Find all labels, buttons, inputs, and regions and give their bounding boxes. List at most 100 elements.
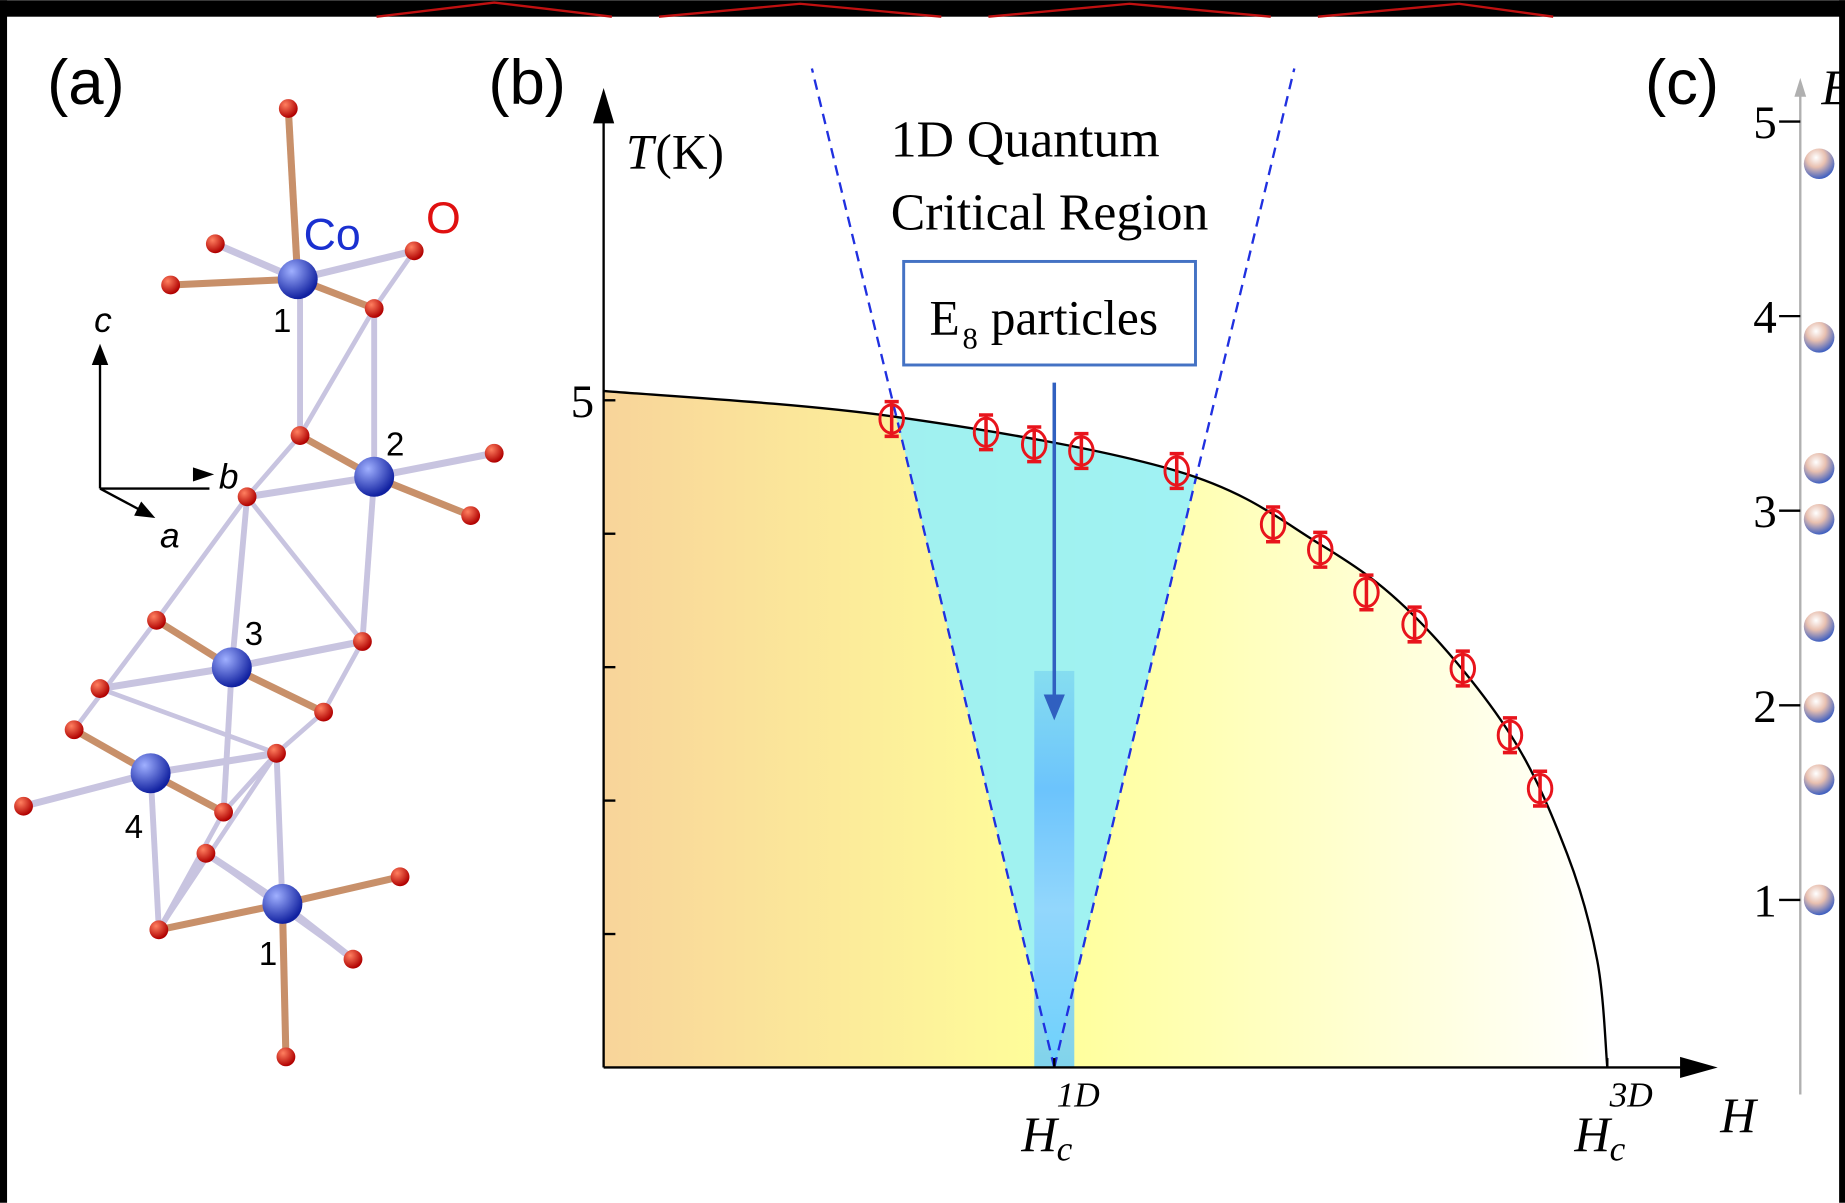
co-o-bond xyxy=(170,275,298,289)
y-axis-arrow xyxy=(1794,77,1807,97)
oxygen-atom xyxy=(214,802,233,822)
data-point xyxy=(1496,719,1524,751)
oxygen-atom xyxy=(390,867,410,887)
y-tick-label: 2 xyxy=(1753,681,1777,733)
oxygen-atom xyxy=(14,796,33,816)
site-label: 3 xyxy=(245,615,263,652)
error-bar xyxy=(1455,649,1470,688)
y-tick-label: 5 xyxy=(1753,97,1777,149)
co-o-bond xyxy=(22,769,152,810)
data-point xyxy=(1307,534,1334,566)
framework-bond xyxy=(321,640,365,714)
box-label: particles xyxy=(991,290,1158,345)
error-bar xyxy=(1027,425,1042,464)
oxygen-atom xyxy=(90,679,110,698)
error-bar xyxy=(884,399,899,439)
x-tick-label: H xyxy=(1020,1107,1059,1162)
panel-c: E12345 xyxy=(1753,60,1845,1095)
site-label: 4 xyxy=(125,808,143,845)
energy-level xyxy=(1803,148,1835,180)
data-point xyxy=(878,403,905,435)
framework-bond xyxy=(221,751,279,814)
crossover-line xyxy=(1053,68,1296,1068)
axis-label: b xyxy=(219,458,239,497)
x-tick-label: 1D xyxy=(1057,1075,1100,1114)
framework-bond xyxy=(156,810,226,931)
cobalt-atom xyxy=(211,647,252,688)
framework-bond xyxy=(154,495,249,622)
error-bar xyxy=(1169,451,1184,491)
x-tick-label: H xyxy=(1573,1107,1612,1162)
data-point xyxy=(1449,652,1477,685)
oxygen-atom xyxy=(461,506,481,526)
co-o-bond xyxy=(281,873,401,908)
co-o-bond xyxy=(373,449,495,481)
framework-bond xyxy=(273,753,286,905)
co-o-bond xyxy=(284,108,302,280)
site-label: 1 xyxy=(259,935,277,972)
error-bar xyxy=(1359,573,1374,612)
x-tick-label: 3D xyxy=(1609,1075,1653,1114)
co-o-bond xyxy=(150,749,278,777)
energy-level xyxy=(1803,692,1835,723)
data-point xyxy=(1353,576,1380,609)
oxygen-atom xyxy=(364,299,384,318)
cobalt-atom xyxy=(262,883,303,924)
data-point xyxy=(1068,435,1095,467)
framework-bond xyxy=(156,751,279,932)
panel-a: Co O 1 2 3 4 1 c ba xyxy=(14,99,504,1067)
oxygen-atom xyxy=(404,241,424,261)
oxygen-atom xyxy=(196,843,216,863)
panel-label: (a) xyxy=(47,47,125,118)
oxygen-atom xyxy=(343,949,363,969)
spectrum-stripe xyxy=(1034,670,1075,1068)
panel-label: (c) xyxy=(1645,47,1719,118)
oxygen-atom xyxy=(64,720,84,740)
oxygen-atom xyxy=(484,443,504,463)
axis-arrowhead xyxy=(134,501,156,518)
oxygen-atom xyxy=(161,275,181,295)
x-tick-label: c xyxy=(1057,1129,1073,1168)
data-point xyxy=(1526,772,1554,805)
y-axis-label: T xyxy=(626,124,657,179)
y-axis-arrow xyxy=(593,88,615,124)
arrowhead xyxy=(1043,694,1065,721)
framework-bond xyxy=(359,476,378,642)
y-tick-label: 1 xyxy=(1753,875,1777,927)
error-bar xyxy=(1502,716,1518,755)
framework-bond xyxy=(245,495,365,643)
framework-bond xyxy=(99,686,278,756)
data-point xyxy=(1163,455,1190,487)
y-axis-unit: (K) xyxy=(655,124,724,179)
error-bar xyxy=(1074,431,1089,471)
oxygen-atom xyxy=(237,487,257,507)
atom-label: O xyxy=(426,194,461,243)
framework-bond xyxy=(147,773,162,930)
oxygen-atom xyxy=(149,920,169,940)
cobalt-atom xyxy=(130,753,171,794)
frame xyxy=(0,0,1845,17)
energy-level xyxy=(1803,764,1835,795)
framework-bond xyxy=(274,710,326,756)
annotation: Critical Region xyxy=(891,185,1209,242)
data-point xyxy=(1401,608,1428,641)
box-label: 8 xyxy=(963,322,978,356)
error-bar xyxy=(1533,769,1548,808)
framework-bond xyxy=(298,307,377,437)
framework-bond xyxy=(72,618,159,732)
co-o-bond xyxy=(99,663,233,693)
axis-label: c xyxy=(94,301,112,340)
axis-arrowhead xyxy=(192,467,215,482)
error-bar xyxy=(1266,505,1281,544)
energy-level xyxy=(1803,322,1835,353)
oxygen-atom xyxy=(278,99,298,118)
label-box xyxy=(902,259,1197,367)
axis-label: a xyxy=(160,516,180,555)
co-o-bond xyxy=(158,900,284,934)
framework-bond xyxy=(220,667,235,813)
energy-level xyxy=(1803,611,1835,642)
frame xyxy=(1839,0,1845,1203)
cobalt-atom xyxy=(354,456,395,497)
